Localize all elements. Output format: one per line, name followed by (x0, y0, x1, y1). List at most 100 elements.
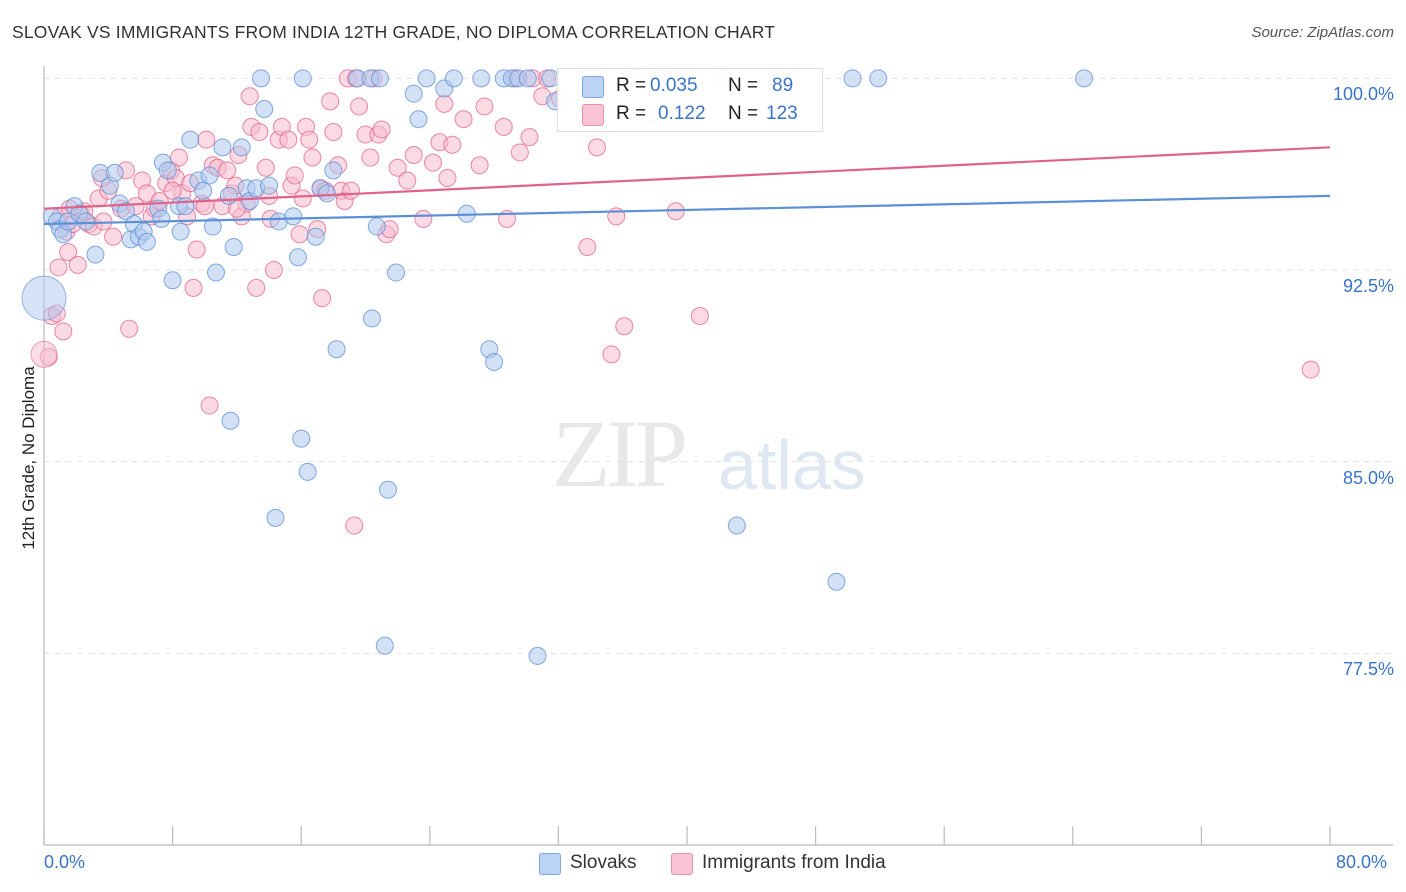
data-point (250, 123, 269, 141)
data-point (324, 161, 343, 180)
data-point (379, 480, 398, 499)
data-point (417, 69, 436, 88)
data-point (104, 227, 123, 246)
data-point (327, 340, 346, 359)
data-point (219, 186, 238, 205)
data-point (116, 202, 135, 221)
data-point (298, 462, 317, 481)
data-point (137, 232, 156, 251)
trend-lines (43, 146, 1331, 226)
data-point (443, 135, 462, 154)
data-point (510, 143, 529, 162)
data-point (94, 212, 113, 231)
data-point (285, 166, 304, 185)
data-point (252, 69, 271, 88)
data-point (362, 309, 381, 328)
watermark-atlas: atlas (718, 426, 866, 504)
data-point (404, 146, 423, 164)
data-point (843, 69, 862, 88)
data-point (184, 278, 203, 297)
axes (43, 66, 1393, 846)
data-point (105, 163, 124, 182)
chart-title: SLOVAK VS IMMIGRANTS FROM INDIA 12TH GRA… (12, 22, 776, 42)
data-point (68, 255, 87, 274)
data-point (472, 69, 491, 88)
data-point (578, 238, 597, 256)
data-point (520, 128, 539, 147)
x-tick-label-max: 80.0% (1336, 852, 1388, 872)
data-point (827, 572, 846, 591)
data-point (293, 189, 312, 208)
legend-n-value: 123 (766, 103, 798, 124)
trend-line (43, 194, 1331, 226)
data-point (224, 238, 243, 256)
data-point (181, 130, 200, 149)
data-point (398, 171, 417, 190)
data-point (232, 138, 251, 157)
bottom-legend-label: Immigrants from India (702, 852, 886, 873)
data-point (370, 69, 389, 88)
data-point (869, 69, 888, 88)
data-point (247, 278, 266, 297)
data-point (727, 516, 746, 535)
legend-r-value: 0.122 (658, 103, 706, 124)
y-tick-label: 77.5% (1342, 659, 1394, 680)
data-point (372, 120, 391, 139)
data-point (345, 516, 364, 535)
data-point (207, 263, 226, 282)
data-point (361, 148, 380, 167)
data-point (171, 222, 190, 241)
data-point (528, 646, 547, 665)
data-point (290, 225, 309, 244)
grid-lines (44, 77, 1393, 654)
data-point (163, 271, 182, 290)
bottom-legend-swatch-india (671, 853, 693, 875)
data-point (518, 69, 537, 88)
data-point-large (30, 340, 58, 368)
legend-n-label: N = (728, 75, 759, 96)
data-point (424, 153, 443, 172)
data-point (313, 289, 332, 308)
data-point (587, 138, 606, 157)
bottom-legend-label: Slovaks (570, 852, 637, 873)
data-point (375, 636, 394, 655)
data-points (21, 69, 1320, 665)
trend-line (43, 146, 1331, 210)
data-point (86, 245, 105, 264)
data-point (54, 322, 73, 341)
data-point (485, 353, 504, 371)
x-tick-label-min: 0.0% (44, 852, 86, 872)
data-point (367, 217, 386, 236)
y-tick-label: 100.0% (1332, 84, 1394, 105)
data-point (284, 207, 303, 226)
data-point (197, 130, 216, 149)
bottom-legend-swatch-slovaks (539, 853, 561, 875)
data-point (690, 307, 709, 325)
y-tick-label: 92.5% (1342, 276, 1394, 296)
legend-swatch-slovaks (582, 76, 604, 98)
stats-legend: R = 0.035 N = 89 R = 0.122 N = 123 (557, 68, 823, 132)
data-point (475, 97, 494, 116)
data-point (176, 197, 195, 216)
data-point-large (21, 275, 67, 321)
data-point (152, 209, 171, 228)
legend-r-label: R = (616, 75, 647, 96)
data-point (494, 117, 513, 136)
y-tick-label: 85.0% (1342, 467, 1394, 488)
data-point (444, 69, 463, 88)
data-point (213, 138, 232, 157)
data-point (279, 130, 298, 149)
data-point (256, 158, 275, 177)
data-point (293, 69, 312, 88)
data-point (317, 184, 336, 203)
data-point (615, 317, 634, 336)
data-point (470, 156, 489, 175)
data-point (266, 508, 285, 527)
data-point (306, 227, 325, 246)
legend-swatch-india (582, 104, 604, 126)
watermark-zip: ZIP (552, 400, 688, 507)
data-point (120, 319, 139, 338)
legend-r-value: 0.035 (650, 75, 698, 96)
data-point (158, 161, 177, 180)
data-point (260, 176, 279, 195)
